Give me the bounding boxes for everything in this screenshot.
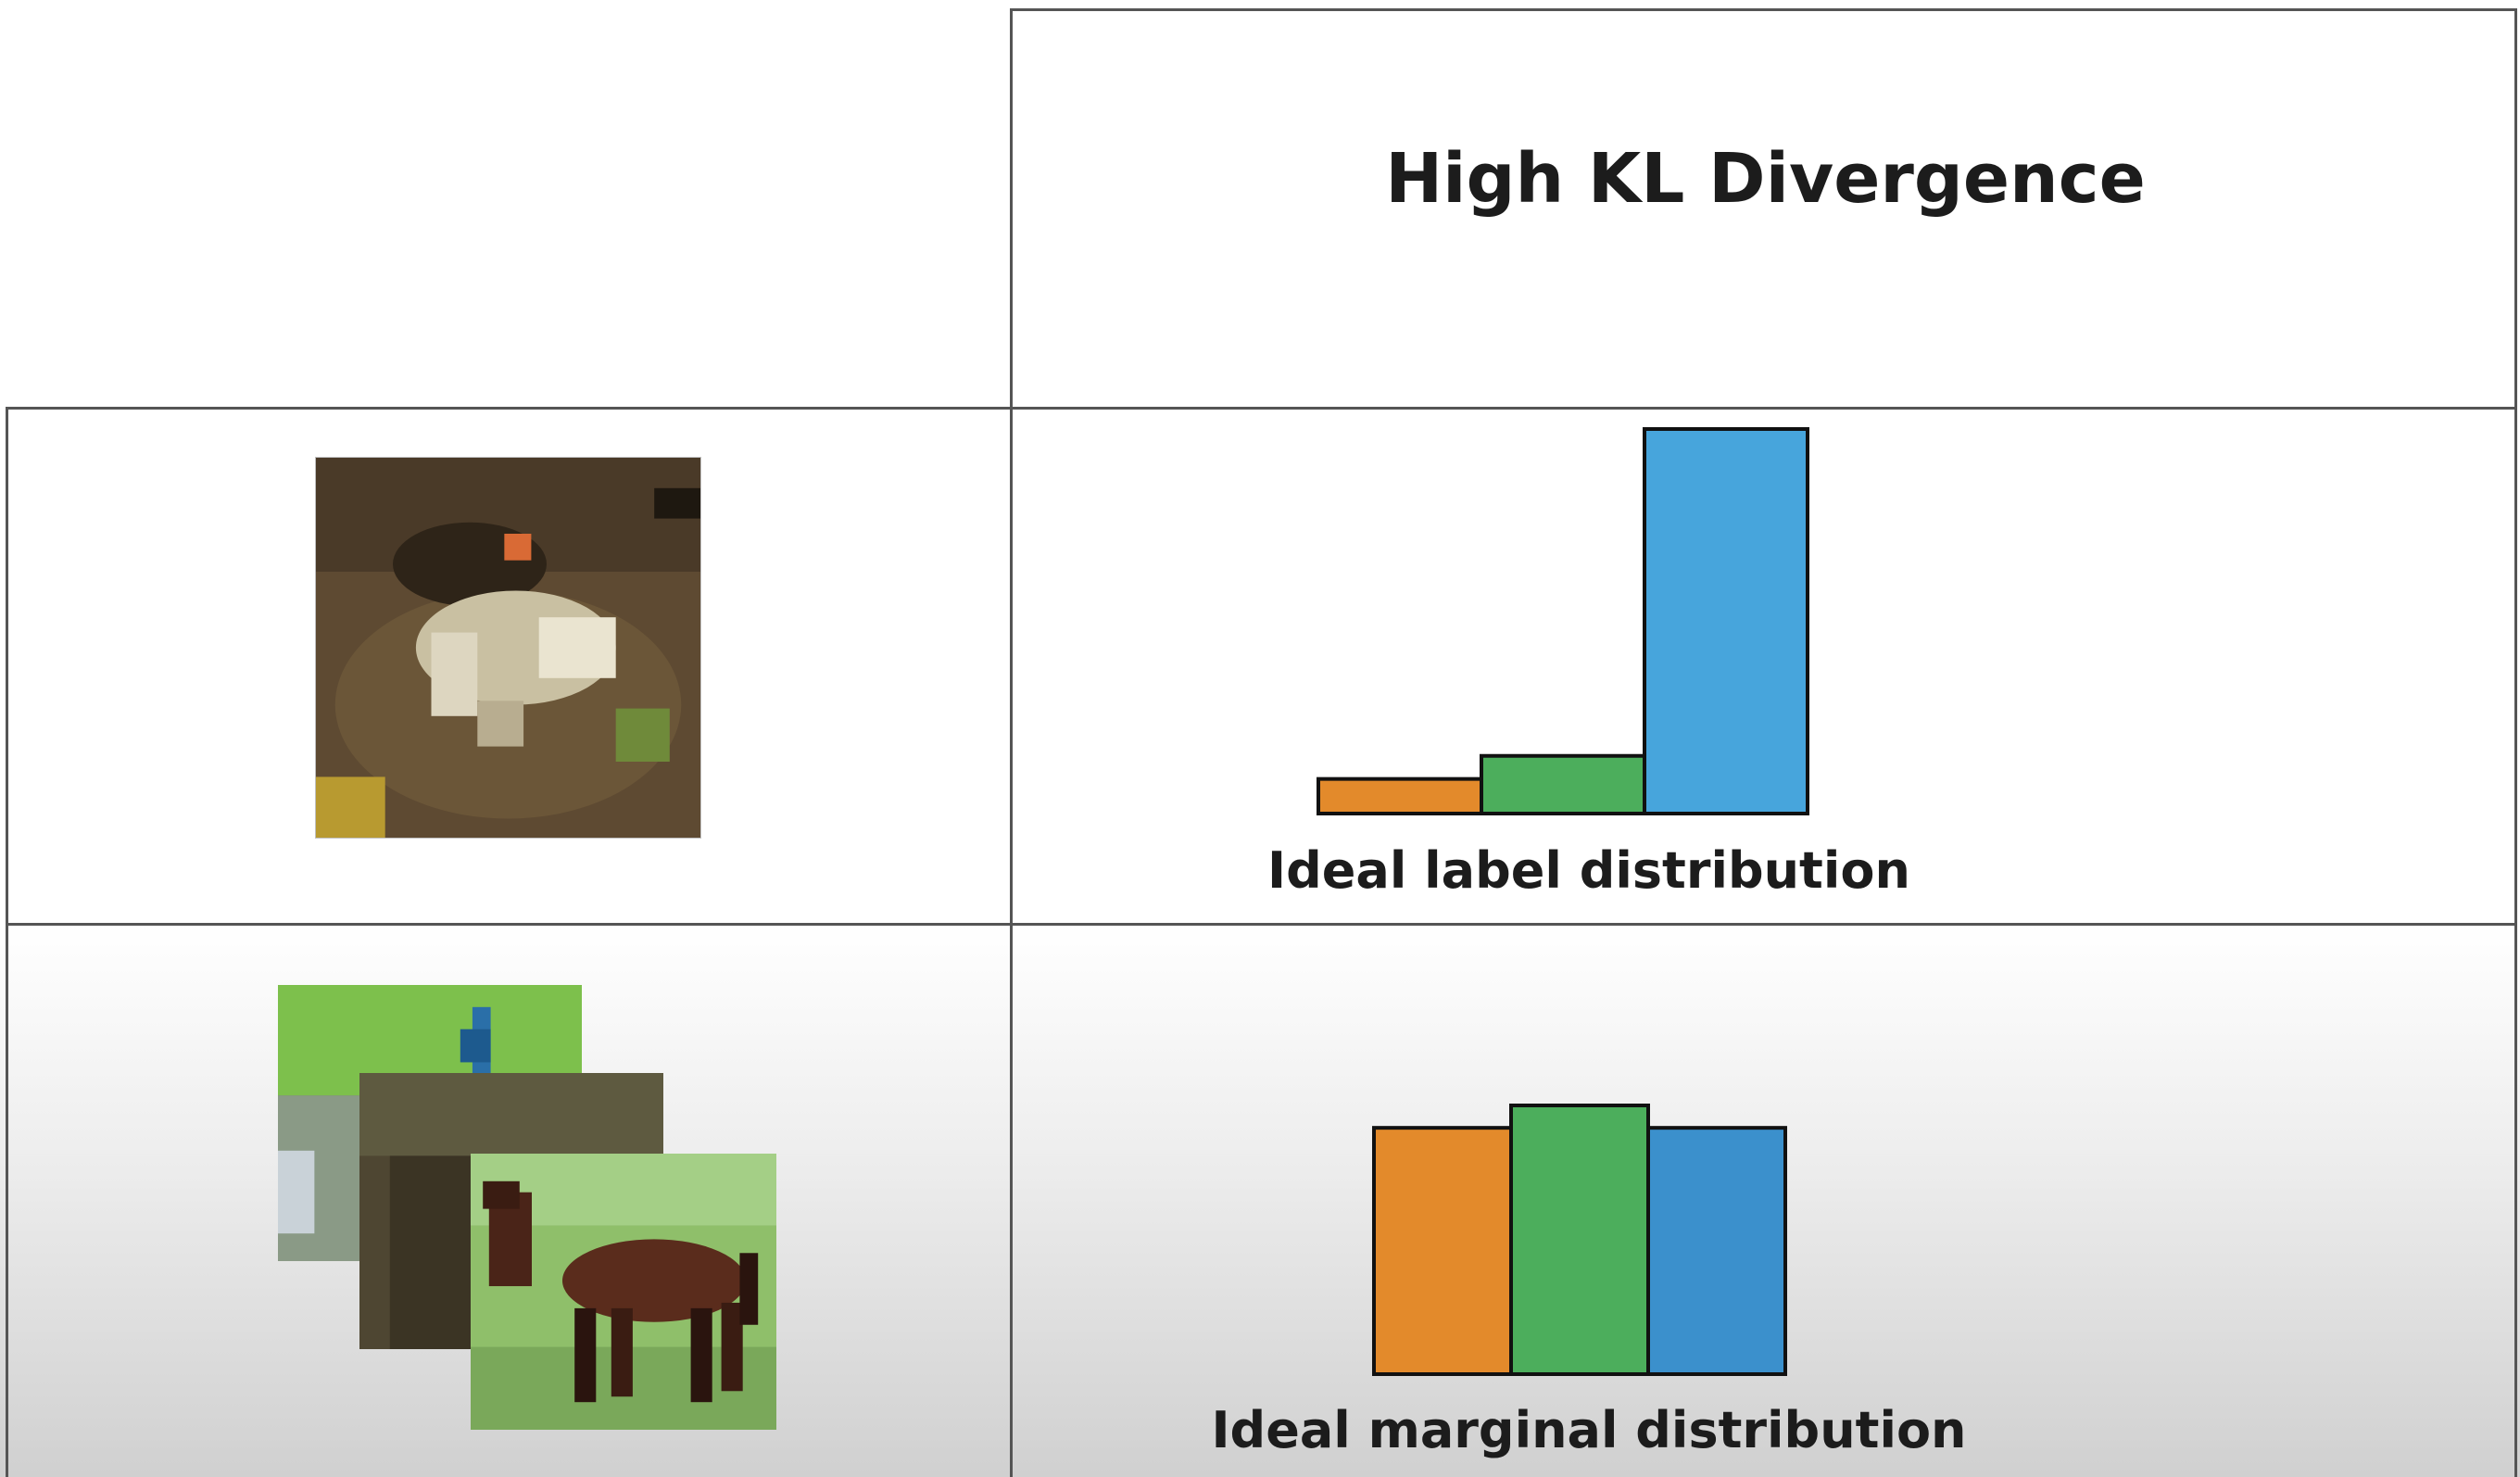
grid-line-middle bbox=[1010, 8, 1013, 1477]
bar-3 bbox=[1643, 427, 1809, 815]
horse-icon bbox=[471, 1154, 776, 1430]
horse-image bbox=[471, 1154, 776, 1430]
bar-2 bbox=[1480, 753, 1646, 815]
grid-line-right bbox=[2514, 8, 2517, 1477]
grid-line-row2 bbox=[6, 923, 2517, 926]
marginal-distribution-caption: Ideal marginal distribution bbox=[1211, 1401, 1967, 1459]
bar-2 bbox=[1509, 1104, 1650, 1376]
label-distribution-chart bbox=[1317, 427, 1809, 815]
bar-1 bbox=[1372, 1126, 1513, 1377]
header-title: High KL Divergence bbox=[1385, 139, 2146, 219]
grid-line-top bbox=[1010, 8, 2517, 11]
grid-line-row1 bbox=[6, 407, 2517, 410]
frog-image bbox=[315, 457, 701, 839]
marginal-distribution-chart bbox=[1372, 1104, 1787, 1377]
bar-1 bbox=[1317, 776, 1483, 815]
frog-icon bbox=[316, 458, 700, 838]
grid-line-left bbox=[6, 407, 8, 1477]
label-distribution-caption: Ideal label distribution bbox=[1267, 841, 1910, 900]
bar-3 bbox=[1646, 1126, 1787, 1377]
